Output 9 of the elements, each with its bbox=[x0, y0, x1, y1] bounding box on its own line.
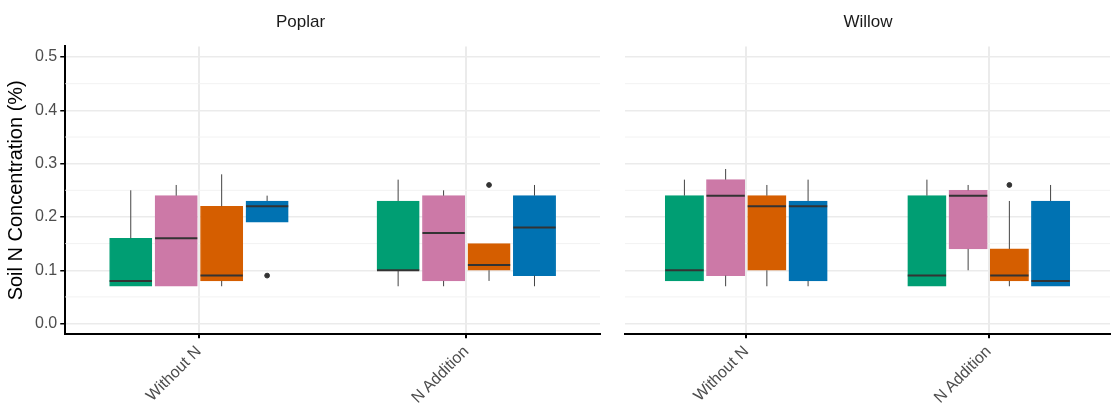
y-tick-label: 0.2 bbox=[34, 207, 58, 225]
y-axis-title: Soil N Concentration (%) bbox=[3, 80, 26, 301]
chart-title: Willow bbox=[843, 11, 894, 31]
y-tick-label: 0.3 bbox=[34, 154, 58, 172]
y-tick-label: 0.1 bbox=[34, 260, 58, 278]
y-tick-label: 0.0 bbox=[34, 313, 58, 331]
chart-title: Poplar bbox=[275, 11, 326, 31]
y-tick-label: 0.5 bbox=[34, 47, 58, 65]
y-tick-label: 0.4 bbox=[34, 100, 58, 118]
